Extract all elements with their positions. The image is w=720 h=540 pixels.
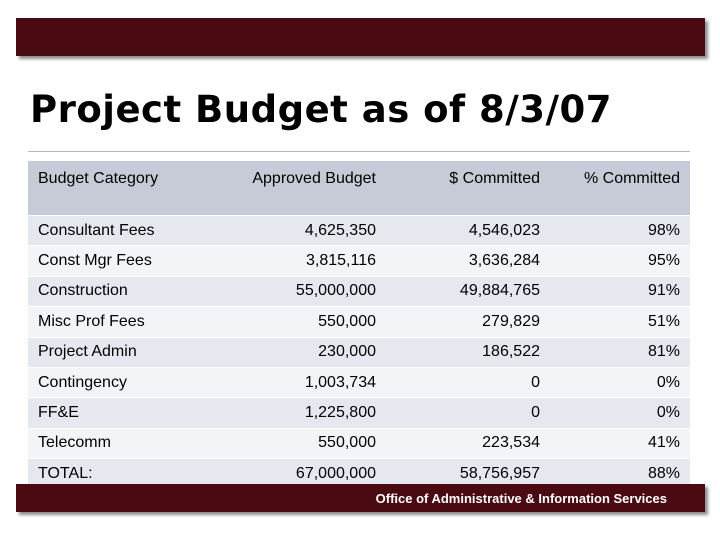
- percent-committed-cell: 0%: [550, 367, 690, 399]
- committed-cell: 3,636,284: [386, 245, 550, 277]
- category-cell: Project Admin: [28, 337, 202, 368]
- table-row: Const Mgr Fees 3,815,116 3,636,284 95%: [28, 245, 690, 277]
- category-cell: Contingency: [28, 367, 202, 399]
- approved-budget-cell: 4,625,350: [202, 215, 386, 247]
- category-cell: Construction: [28, 276, 202, 308]
- percent-committed-cell: 0%: [550, 397, 690, 429]
- approved-budget-cell: 550,000: [202, 428, 386, 460]
- approved-budget-cell: 55,000,000: [202, 276, 386, 308]
- committed-cell: 223,534: [386, 428, 550, 460]
- percent-committed-cell: 98%: [550, 215, 690, 247]
- category-cell: Misc Prof Fees: [28, 306, 202, 338]
- table-row: Consultant Fees 4,625,350 4,546,023 98%: [28, 215, 690, 247]
- budget-table: Budget Category Approved Budget $ Commit…: [28, 161, 690, 490]
- footer-office-name: Office of Administrative & Information S…: [375, 491, 667, 506]
- percent-committed-cell: 51%: [550, 306, 690, 338]
- table-row: Construction 55,000,000 49,884,765 91%: [28, 276, 690, 308]
- header-dollar-committed: $ Committed: [386, 161, 550, 216]
- category-cell: Telecomm: [28, 428, 202, 460]
- percent-committed-cell: 81%: [550, 337, 690, 368]
- header-approved-budget: Approved Budget: [202, 161, 386, 216]
- table-row: Telecomm 550,000 223,534 41%: [28, 428, 690, 460]
- table-row: Contingency 1,003,734 0 0%: [28, 367, 690, 399]
- category-cell: Const Mgr Fees: [28, 245, 202, 277]
- approved-budget-cell: 550,000: [202, 306, 386, 338]
- table-header-row: Budget Category Approved Budget $ Commit…: [28, 161, 690, 216]
- approved-budget-cell: 230,000: [202, 337, 386, 368]
- committed-cell: 4,546,023: [386, 215, 550, 247]
- table-row: Misc Prof Fees 550,000 279,829 51%: [28, 306, 690, 338]
- committed-cell: 0: [386, 397, 550, 429]
- committed-cell: 0: [386, 367, 550, 399]
- committed-cell: 49,884,765: [386, 276, 550, 308]
- committed-cell: 279,829: [386, 306, 550, 338]
- percent-committed-cell: 41%: [550, 428, 690, 460]
- title-divider: [28, 151, 690, 152]
- header-budget-category: Budget Category: [28, 161, 202, 216]
- percent-committed-cell: 91%: [550, 276, 690, 308]
- header-percent-committed: % Committed: [550, 161, 690, 216]
- approved-budget-cell: 3,815,116: [202, 245, 386, 277]
- table-row: Project Admin 230,000 186,522 81%: [28, 337, 690, 368]
- category-cell: Consultant Fees: [28, 215, 202, 247]
- footer-bar: Office of Administrative & Information S…: [16, 484, 705, 512]
- approved-budget-cell: 1,225,800: [202, 397, 386, 429]
- percent-committed-cell: 95%: [550, 245, 690, 277]
- committed-cell: 186,522: [386, 337, 550, 368]
- slide-title: Project Budget as of 8/3/07: [30, 88, 613, 131]
- top-banner-bar: [16, 18, 705, 56]
- table-row: FF&E 1,225,800 0 0%: [28, 397, 690, 429]
- category-cell: FF&E: [28, 397, 202, 429]
- approved-budget-cell: 1,003,734: [202, 367, 386, 399]
